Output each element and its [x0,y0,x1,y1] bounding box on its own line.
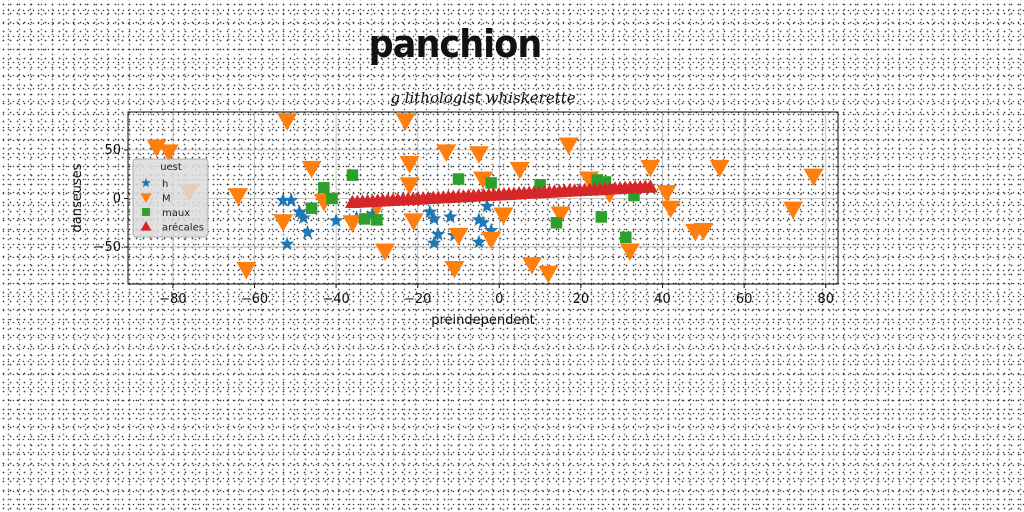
data-point [403,213,424,231]
data-point [284,192,299,207]
legend-marker [140,221,152,231]
data-point [493,207,514,226]
legend-marker [142,208,150,216]
data-point [479,198,495,213]
data-point [558,137,579,156]
data-point [475,215,491,229]
legend-box [132,158,209,238]
data-point [619,243,640,261]
data-point [591,174,604,186]
data-point [471,212,487,226]
data-point [422,204,438,219]
data-point [436,144,457,162]
data-point [448,227,469,246]
series-2 [305,169,640,244]
x-tick-label: −40 [322,292,349,307]
data-point [399,156,420,174]
data-point [550,217,563,229]
data-point [481,231,502,250]
data-point [521,257,542,275]
data-point [358,213,371,225]
data-point [318,182,330,194]
data-point [395,113,416,131]
y-tick-label: −50 [94,240,121,255]
x-tick-label: −20 [404,292,431,307]
data-point [628,189,640,202]
data-point [471,234,487,249]
data-point [305,202,318,214]
x-axis-label: preindependent [431,313,535,328]
legend-label: maux [162,208,190,219]
data-point [483,223,499,237]
y-tick-label: 50 [104,143,121,158]
data-point [279,236,295,251]
legend-label: arécales [162,222,204,234]
legend-label: M [162,194,171,205]
data-point [444,260,465,279]
data-point [534,179,546,191]
data-point [485,177,497,189]
data-point [365,206,381,221]
data-point [146,139,167,157]
data-point [468,146,489,164]
data-point [326,192,338,205]
data-point [371,214,383,226]
data-point [375,243,396,261]
data-point [236,261,257,280]
data-point [550,206,571,225]
data-point [277,113,298,131]
axis-ticks: −80 −60 −40 −20 0 20 40 60 80 −50 0 50 [94,143,834,307]
data-point [599,176,612,188]
data-point [426,235,442,250]
data-point [426,211,442,225]
data-point [296,210,311,225]
data-point [595,211,608,223]
legend-label: h [162,179,168,190]
x-tick-label: 40 [654,292,671,307]
series-3 [344,179,658,208]
data-point [620,231,632,244]
data-point [292,204,307,219]
data-point [275,192,291,207]
data-point [443,209,458,224]
data-point [301,160,322,179]
x-tick-label: 20 [573,292,590,307]
data-point [430,226,446,241]
y-tick-label: 0 [113,191,121,206]
data-point [509,161,530,180]
data-point [452,173,465,185]
data-point [342,215,363,233]
legend-marker [141,177,151,188]
data-point [158,144,179,162]
x-tick-label: −60 [241,292,268,307]
x-tick-label: 0 [495,292,503,307]
data-point [642,179,658,193]
y-axis-label: danseuses [70,163,85,232]
x-tick-label: −80 [159,292,186,307]
chart-subtitle: g lithologist whiskerette [390,89,575,107]
x-tick-label: 60 [736,292,753,307]
data-point [656,185,677,203]
data-point [709,159,730,178]
data-point [538,265,559,284]
data-point [640,159,661,178]
data-point [783,201,804,220]
data-point [273,214,294,232]
x-tick-label: 80 [817,292,834,307]
data-point [228,188,249,206]
data-points [146,113,824,284]
data-point [693,223,714,241]
data-point [473,171,493,190]
legend-title: uest [160,162,182,173]
data-point [346,169,359,181]
data-point [300,224,315,239]
legend-marker [140,193,152,203]
data-point [328,213,344,227]
main-title: panchion [368,22,543,66]
data-point [803,168,824,187]
data-point [399,177,420,195]
data-point [660,200,681,219]
